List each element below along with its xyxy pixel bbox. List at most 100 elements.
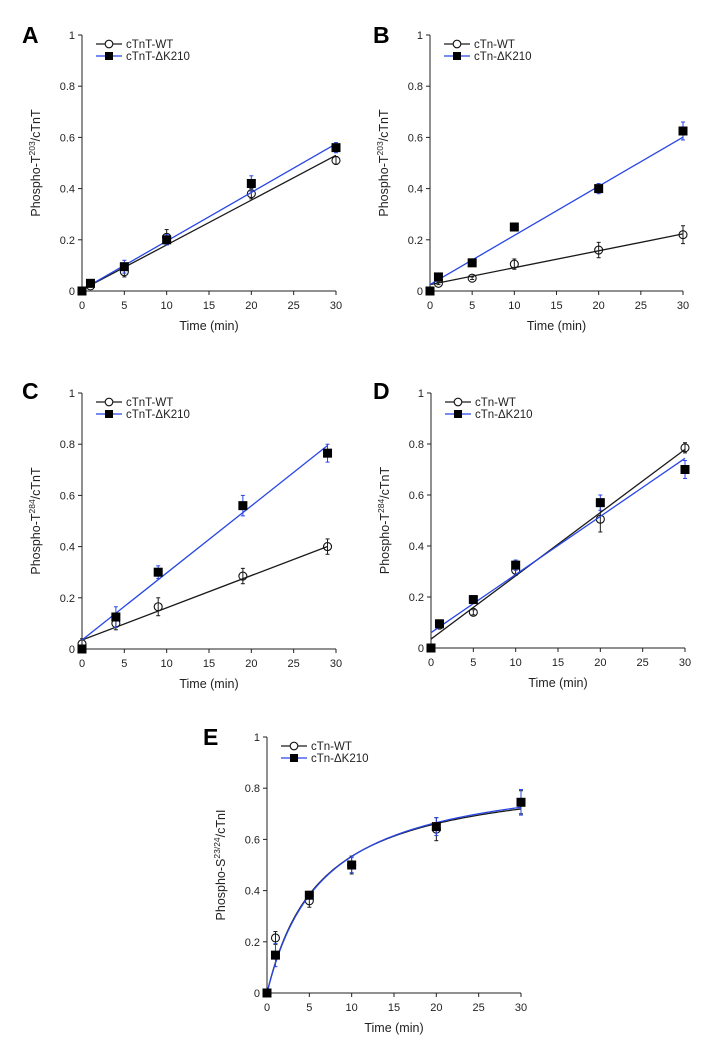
data-point [262, 988, 272, 998]
x-axis-label: Time (min) [528, 676, 587, 690]
y-label-main: Phospho-T [377, 155, 391, 217]
x-tick-label: 30 [330, 300, 342, 312]
y-tick-label: 0.2 [60, 235, 75, 247]
y-tick-label: 0.2 [408, 235, 423, 247]
y-tick-label: 0 [69, 644, 75, 656]
x-tick-label: 10 [161, 300, 173, 312]
series-mutant [425, 121, 688, 296]
legend-entry: cTnT-ΔK210 [96, 409, 190, 421]
legend-marker [105, 410, 113, 418]
data-point [467, 258, 477, 268]
legend-entry: cTnT-ΔK210 [96, 51, 190, 63]
data-point [119, 262, 129, 272]
y-tick-label: 0.2 [409, 592, 424, 604]
x-tick-label: 15 [388, 1002, 400, 1014]
x-tick-label: 30 [515, 1002, 527, 1014]
data-point [511, 560, 521, 570]
series-wt [77, 154, 341, 296]
y-tick-label: 1 [69, 388, 75, 400]
series-mutant [262, 788, 526, 998]
y-tick-label: 1 [69, 30, 75, 42]
data-point [433, 272, 443, 282]
x-tick-label: 5 [121, 658, 127, 670]
x-tick-label: 10 [510, 657, 522, 669]
legend-entry: cTn-ΔK210 [445, 409, 533, 421]
y-tick-label: 0 [254, 988, 260, 1000]
legend-label: cTn-ΔK210 [311, 753, 369, 765]
x-tick-label: 10 [346, 1002, 358, 1014]
y-tick-label: 0.6 [245, 834, 260, 846]
legend-entry: cTn-WT [281, 741, 352, 753]
y-label-main: Phospho-T [29, 513, 43, 575]
legend-entry: cTn-WT [444, 39, 515, 51]
data-point [431, 822, 441, 832]
y-axis-label: Phospho-T284/cTnT [376, 466, 392, 574]
y-label-superscript: 203 [375, 141, 385, 155]
x-tick-label: 5 [306, 1002, 312, 1014]
data-point [111, 612, 121, 622]
y-label-main: Phospho-T [29, 155, 43, 217]
legend-marker [453, 52, 461, 60]
data-point [304, 890, 314, 900]
series-wt [425, 225, 688, 296]
x-tick-label: 25 [288, 300, 300, 312]
x-tick-label: 0 [428, 657, 434, 669]
x-tick-label: 30 [330, 658, 342, 670]
x-tick-label: 15 [550, 300, 562, 312]
x-tick-label: 0 [264, 1002, 270, 1014]
legend-label: cTnT-WT [126, 397, 173, 409]
x-tick-label: 25 [473, 1002, 485, 1014]
fit-line [81, 445, 328, 641]
y-tick-label: 0.2 [60, 593, 75, 605]
y-label-denominator: /cTnI [214, 810, 228, 838]
y-axis-label: Phospho-T203/cTnT [375, 109, 391, 217]
data-point [162, 235, 172, 245]
data-point [680, 465, 690, 474]
legend-label: cTn-WT [474, 39, 515, 51]
data-point [331, 155, 341, 165]
y-axis-label: Phospho-T284/cTnT [27, 467, 43, 575]
legend-label: cTnT-WT [126, 39, 173, 51]
series-mutant [77, 142, 341, 296]
y-tick-label: 0 [69, 286, 75, 298]
data-point [238, 501, 248, 511]
y-tick-label: 0.6 [60, 132, 75, 144]
panel-letter: A [22, 22, 39, 48]
data-point [238, 571, 248, 581]
legend-label: cTnT-ΔK210 [126, 409, 190, 421]
y-label-superscript: 284 [376, 499, 386, 513]
y-label-superscript: 23/24 [212, 837, 222, 859]
y-tick-label: 1 [417, 30, 423, 42]
x-tick-label: 5 [121, 300, 127, 312]
x-tick-label: 20 [594, 657, 606, 669]
x-tick-label: 0 [427, 300, 433, 312]
legend-marker [453, 397, 463, 407]
y-tick-label: 0.8 [60, 439, 75, 451]
legend-label: cTn-ΔK210 [475, 409, 533, 421]
data-point [434, 619, 444, 629]
panel-letter: B [373, 22, 390, 48]
x-axis-label: Time (min) [179, 319, 238, 333]
x-tick-label: 25 [637, 657, 649, 669]
legend-label: cTn-WT [475, 397, 516, 409]
data-point [516, 797, 526, 807]
legend-marker [454, 410, 462, 418]
x-tick-label: 30 [677, 300, 689, 312]
legend-marker [289, 741, 299, 751]
data-point [509, 222, 519, 232]
data-point [331, 143, 341, 153]
y-axis-label: Phospho-T203/cTnT [27, 109, 43, 217]
x-tick-label: 0 [79, 300, 85, 312]
x-axis-label: Time (min) [527, 319, 586, 333]
y-tick-label: 1 [254, 732, 260, 744]
data-point [85, 278, 95, 288]
data-point [678, 230, 688, 240]
x-axis-label: Time (min) [364, 1021, 423, 1035]
data-point [678, 126, 688, 136]
x-tick-label: 5 [469, 300, 475, 312]
series-mutant [77, 443, 333, 654]
data-point [153, 567, 163, 577]
data-point [595, 498, 605, 508]
